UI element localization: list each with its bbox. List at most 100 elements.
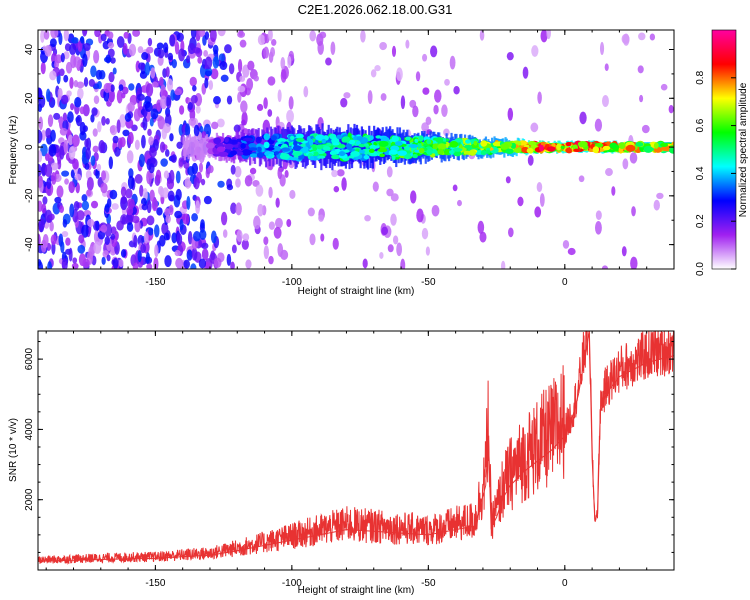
noise-blob [159,234,166,247]
band-cell [186,135,189,155]
noise-blob [167,52,174,61]
noise-blob [154,224,160,238]
noise-blob [226,253,232,266]
noise-blob [64,178,69,185]
noise-blob [127,175,135,190]
band-cell [190,137,193,158]
noise-blob [169,34,176,47]
noise-blob [174,210,183,219]
noise-blob [622,158,629,170]
noise-blob [127,102,135,112]
noise-blob [189,107,196,122]
noise-blob [59,68,65,77]
noise-blob [309,30,317,42]
noise-blob [274,217,283,229]
band-blob [417,142,422,149]
noise-blob [136,93,145,101]
noise-blob [96,163,102,172]
noise-blob [537,91,542,104]
noise-blob [236,229,243,242]
band-blob [646,147,655,151]
noise-blob [107,42,115,49]
noise-blob [97,80,102,90]
band-cell [401,132,404,162]
band-blob [391,135,399,143]
noise-blob [506,51,514,61]
noise-blob [567,247,576,256]
noise-blob [246,78,254,91]
figure-title: C2E1.2026.062.18.00.G31 [297,2,453,17]
noise-blob [132,262,139,269]
noise-blob [95,168,100,179]
noise-blob [222,229,228,238]
noise-blob [60,94,69,105]
noise-blob [226,95,233,105]
noise-blob [605,168,613,177]
noise-blob [257,34,266,46]
noise-blob [44,209,53,223]
noise-blob [120,196,128,211]
band-blob [548,146,556,151]
band-cell [446,137,449,159]
noise-blob [79,106,85,115]
noise-blob [73,201,80,211]
noise-blob [131,215,140,224]
noise-blob [242,233,250,242]
band-blob [257,137,263,141]
noise-blob [333,186,340,193]
noise-blob [124,112,132,122]
noise-blob [237,85,246,93]
noise-blob [195,105,201,114]
y-tick-label: -40 [24,237,35,252]
band-blob [426,139,432,145]
noise-blob [230,202,237,214]
noise-blob [263,46,270,59]
noise-blob [186,195,191,210]
band-blob [473,140,478,146]
noise-blob [151,198,158,212]
noise-blob [59,205,65,213]
noise-blob [171,154,177,163]
band-blob [405,136,411,141]
noise-blob [50,129,56,142]
noise-blob [92,145,99,153]
noise-blob [95,220,100,232]
noise-blob [198,258,207,269]
noise-blob [139,184,144,197]
y-tick-label: 40 [24,44,35,56]
band-blob [379,153,386,158]
noise-blob [41,129,46,141]
band-blob [485,149,491,154]
noise-blob [146,215,155,226]
band-cell [406,129,409,159]
noise-blob [61,230,69,238]
noise-blob [200,219,205,229]
noise-blob [621,246,627,257]
noise-blob [62,112,68,122]
noise-blob [374,65,381,72]
noise-blob [405,39,410,49]
band-blob [336,134,342,140]
noise-blob [187,101,193,110]
snr-x-ticks: -150 -100 -50 0 [45,331,675,589]
band-blob [426,149,433,155]
noise-blob [387,244,394,253]
noise-blob [105,54,111,64]
noise-blob [49,38,57,48]
noise-blob [76,81,85,89]
noise-blob [112,67,117,75]
noise-blob [80,36,85,44]
snr-noisy-trace [38,331,674,566]
noise-blob [90,200,99,209]
band-blob [480,150,487,156]
noise-blob [50,30,59,39]
band-blob [635,142,644,147]
noise-blob [78,234,85,244]
band-blob [432,143,439,150]
noise-blob [159,95,168,109]
band-blob [338,151,346,157]
noise-blob [230,164,236,175]
noise-blob [201,242,209,250]
noise-blob [79,121,86,136]
